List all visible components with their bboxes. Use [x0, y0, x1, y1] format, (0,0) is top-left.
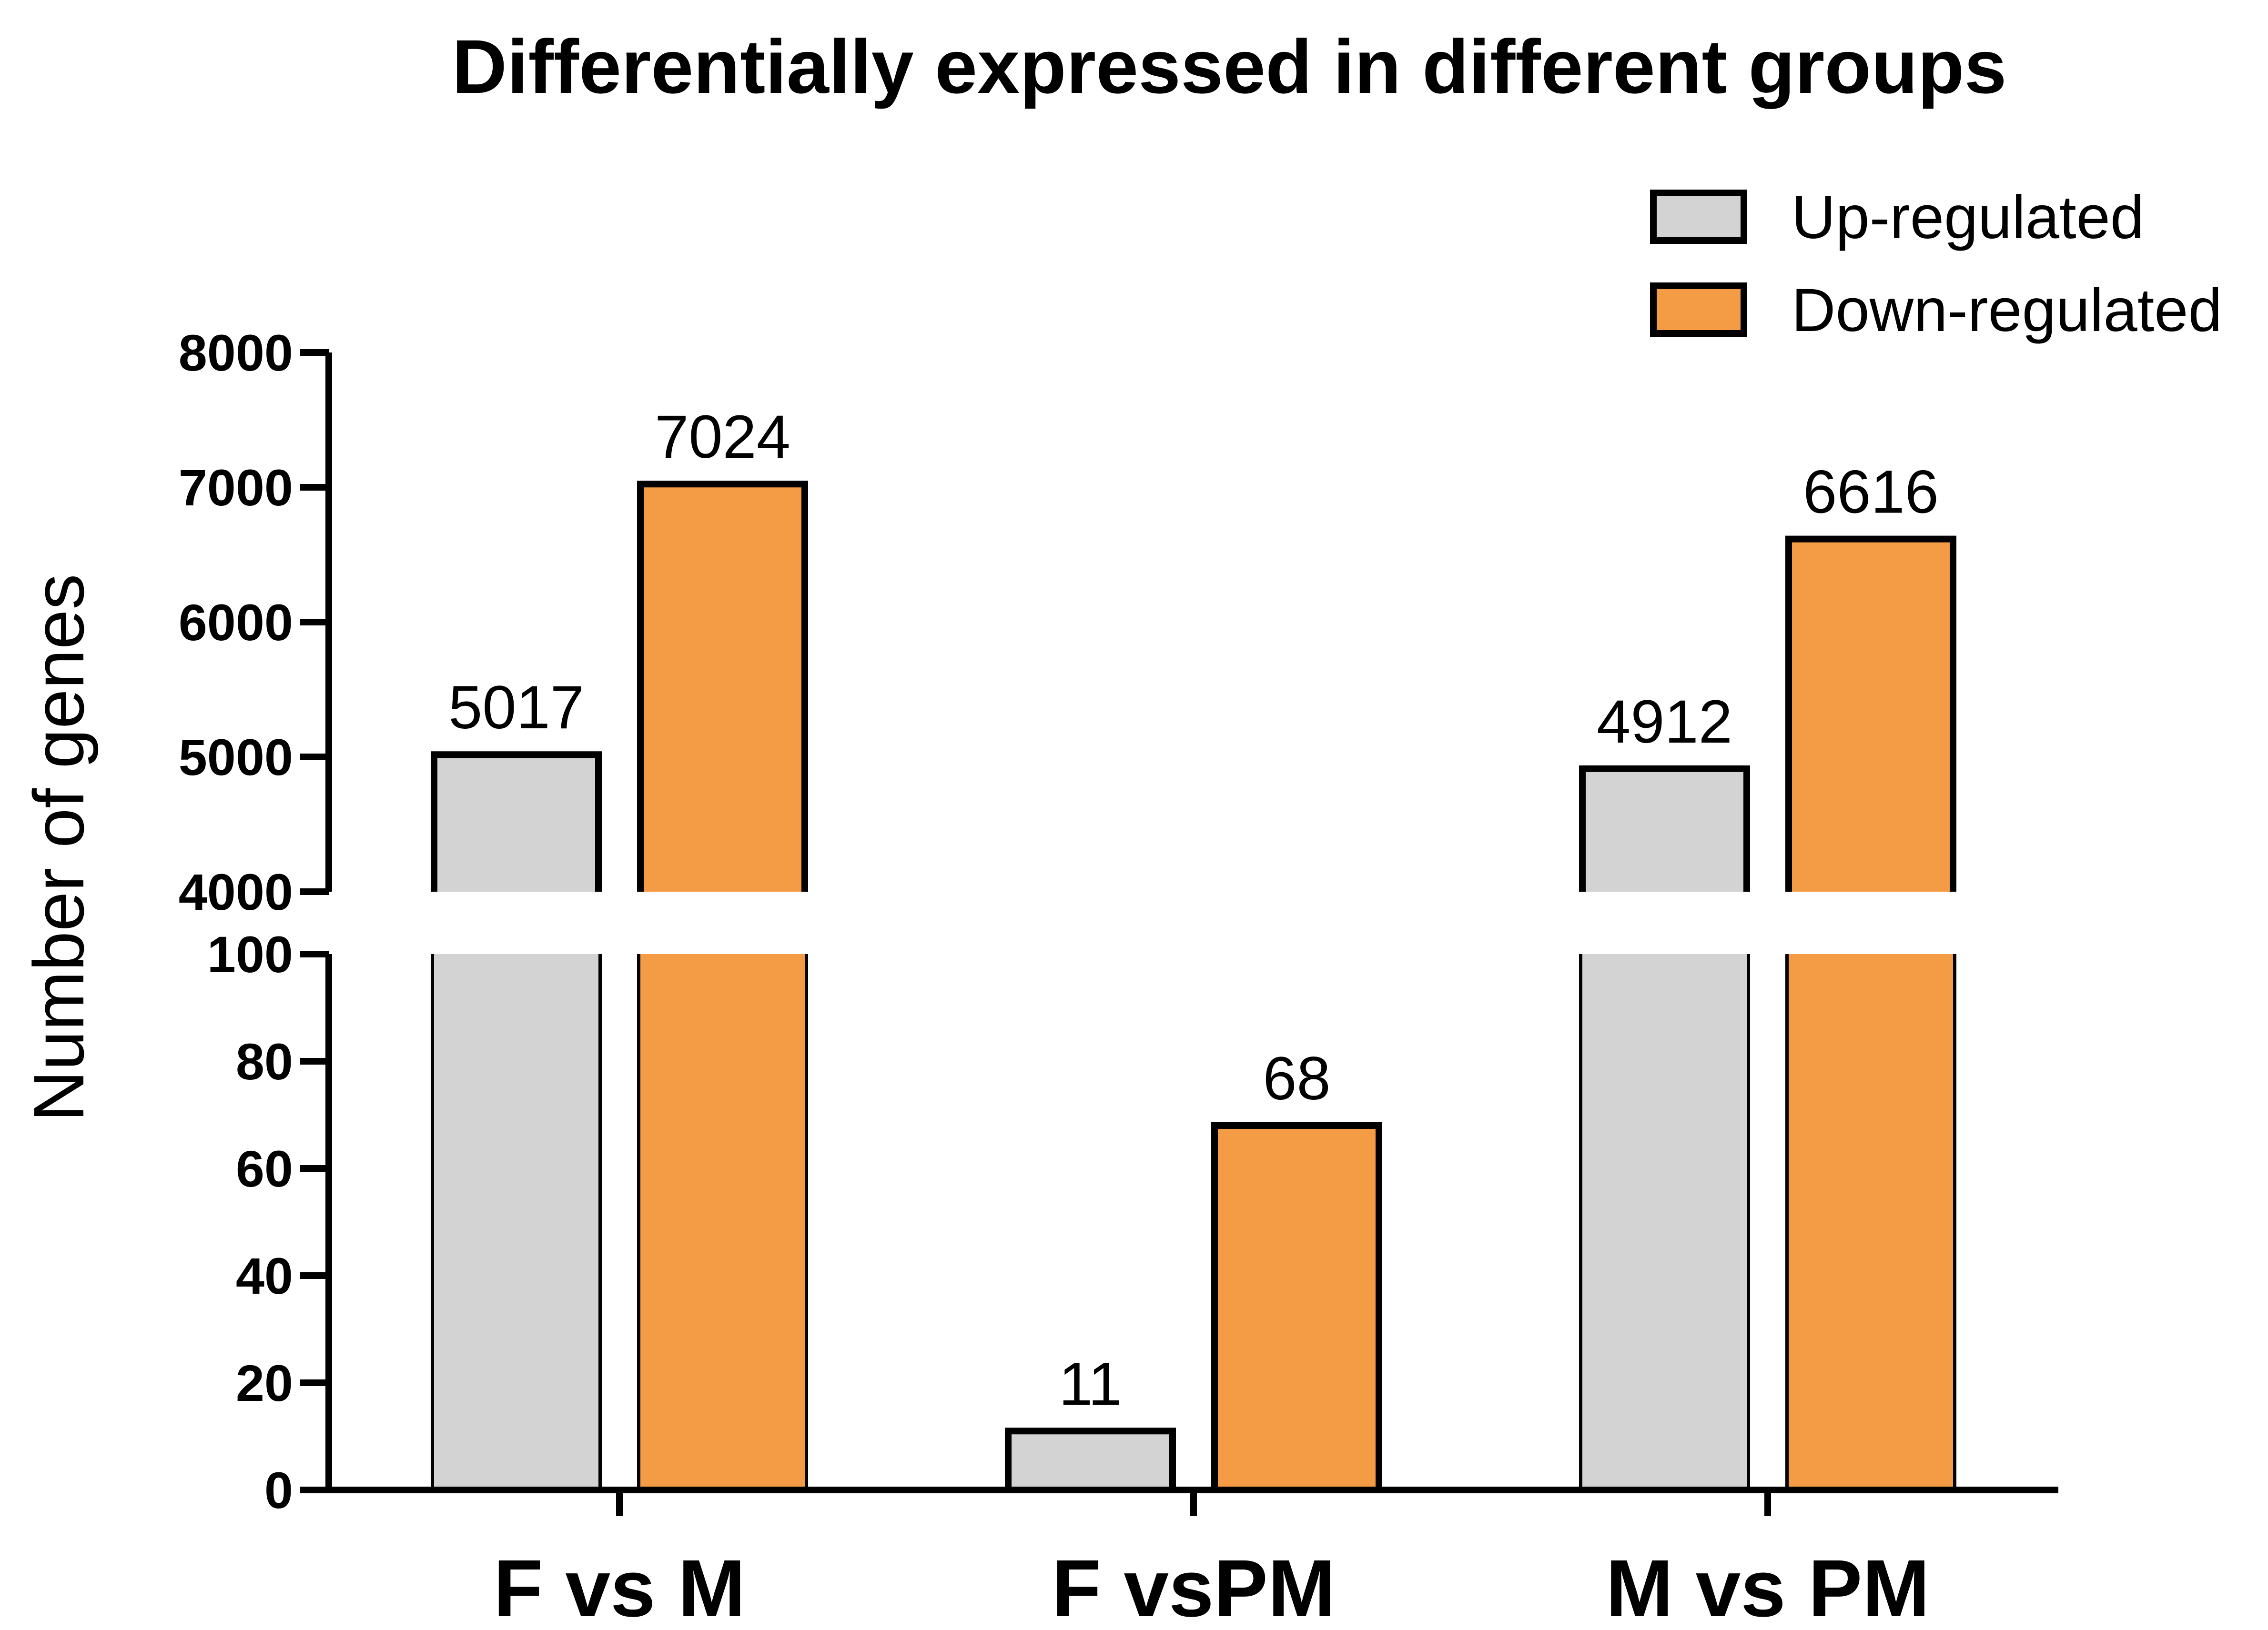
bar-outline	[1785, 535, 1956, 892]
y-tick-label: 60	[236, 1140, 293, 1197]
legend-label: Down-regulated	[1792, 276, 2222, 344]
value-labels: 5017 7024 11 68 4912 6616	[448, 403, 1939, 1418]
bar-outline	[637, 481, 808, 892]
value-label: 5017	[448, 674, 584, 742]
y-tick-label: 20	[236, 1354, 293, 1412]
value-label: 6616	[1803, 458, 1939, 526]
value-label: 7024	[655, 403, 790, 471]
value-label: 68	[1263, 1045, 1330, 1113]
y-tick-label: 5000	[179, 728, 293, 786]
y-tick-label: 0	[264, 1461, 293, 1519]
y-tick-label: 80	[236, 1033, 293, 1090]
x-tick-label: F vs M	[493, 1543, 745, 1630]
bar-outline	[431, 751, 602, 892]
bar-down-0-lower	[640, 954, 805, 1490]
y-tick-label: 40	[236, 1247, 293, 1305]
y-tick-label: 4000	[179, 863, 293, 921]
value-label: 11	[1059, 1350, 1122, 1418]
legend-swatch	[1650, 282, 1747, 337]
y-tick-label: 7000	[179, 459, 293, 516]
bar-down-0-upper	[640, 484, 805, 892]
bar-up-1	[1005, 1428, 1176, 1493]
y-axis-label: Number of genes	[19, 574, 99, 1122]
value-label: 4912	[1597, 688, 1732, 756]
bar-up-2-lower	[1582, 954, 1747, 1490]
legend: Up-regulated Down-regulated	[1650, 183, 2222, 344]
bar-down-1	[1211, 1122, 1382, 1493]
bar-down-2-upper	[1789, 539, 1953, 892]
bar-up-0-lower	[434, 954, 598, 1490]
legend-swatch	[1650, 190, 1747, 244]
bar-up-2-upper	[1582, 768, 1747, 892]
y-tick-label: 6000	[179, 594, 293, 651]
chart-title: Differentially expressed in different gr…	[452, 24, 2007, 109]
bars	[431, 481, 1956, 1493]
bar-down-2-lower	[1789, 954, 1953, 1490]
x-axis-ticks: F vs M F vsPM M vs PM	[493, 1490, 1930, 1630]
bar-outline	[1579, 765, 1750, 892]
x-tick-label: F vsPM	[1052, 1543, 1335, 1630]
legend-label: Up-regulated	[1792, 183, 2144, 252]
y-tick-label: 100	[207, 926, 293, 983]
bar-up-0-upper	[434, 755, 598, 892]
x-tick-label: M vs PM	[1606, 1543, 1930, 1630]
y-tick-label: 8000	[179, 324, 293, 382]
